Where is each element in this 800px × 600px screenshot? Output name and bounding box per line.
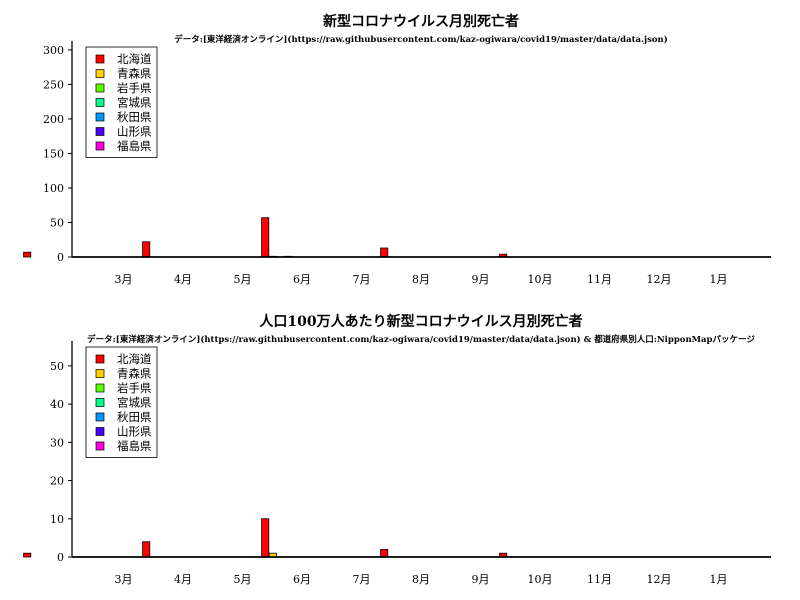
legend-label: 宮城県: [117, 396, 152, 410]
x-tick-label: 8月: [412, 273, 430, 286]
legend-label: 秋田県: [117, 110, 152, 124]
legend-swatch: [95, 412, 105, 422]
y-tick-label: 40: [50, 398, 64, 411]
legend-label: 福島県: [117, 439, 152, 453]
axes: 0 10 20 30 40 50 3月 4月 5月 6月 7月 8月 9月 10月 11月 12月 1月: [50, 341, 771, 586]
legend-swatch: [95, 112, 105, 122]
y-tick-label: 0: [57, 551, 64, 564]
y-tick-label: 0: [57, 251, 64, 264]
x-tick-label: 12月: [647, 573, 672, 586]
x-tick-label: 4月: [174, 573, 192, 586]
chart-title: 人口100万人あたり新型コロナウイルス月別死亡者: [259, 313, 582, 330]
x-tick-label: 9月: [472, 573, 490, 586]
y-tick-label: 20: [50, 475, 64, 488]
x-tick-label: 8月: [412, 573, 430, 586]
y-tick-label: 150: [43, 147, 64, 160]
legend-swatch: [95, 54, 105, 64]
legend-label: 山形県: [117, 425, 152, 439]
legend-swatch: [95, 383, 105, 393]
bar-group: [23, 217, 508, 258]
legend-swatch: [95, 127, 105, 136]
legend-swatch: [95, 441, 105, 451]
bar-北海道-2月: [23, 251, 32, 258]
x-tick-label: 10月: [528, 573, 553, 586]
chart-title: 新型コロナウイルス月別死亡者: [323, 13, 519, 30]
per-million-deaths-chart: 人口100万人あたり新型コロナウイルス月別死亡者 データ:[東洋経済オンライン]…: [23, 313, 771, 586]
legend-label: 岩手県: [117, 381, 152, 395]
bar-北海道-8月: [380, 247, 389, 258]
legend-label: 青森県: [117, 367, 152, 381]
bar-group: [23, 518, 508, 558]
y-tick-label: 30: [50, 436, 64, 449]
y-tick-label: 300: [43, 44, 64, 57]
x-tick-label: 3月: [115, 573, 133, 586]
x-tick-label: 6月: [293, 273, 311, 286]
x-tick-label: 12月: [647, 273, 672, 286]
legend-label: 青森県: [117, 67, 152, 81]
legend-label: 秋田県: [117, 410, 152, 424]
x-tick-label: 3月: [115, 273, 133, 286]
legend-swatch: [95, 98, 105, 107]
legend-swatch: [95, 141, 105, 151]
chart-subtitle: データ:[東洋経済オンライン](https://raw.githubuserco…: [87, 334, 755, 345]
x-tick-label: 1月: [710, 273, 728, 286]
legend-label: 山形県: [117, 125, 152, 139]
bar-北海道-4月: [142, 541, 151, 558]
legend-swatch: [95, 354, 105, 364]
legend-label: 岩手県: [117, 81, 152, 95]
legend-label: 福島県: [117, 139, 152, 153]
x-tick-label: 5月: [234, 573, 252, 586]
y-tick-label: 50: [50, 216, 64, 229]
legend-label: 宮城県: [117, 96, 152, 110]
y-tick-label: 10: [50, 513, 64, 526]
legend-label: 北海道: [117, 52, 152, 66]
x-tick-label: 4月: [174, 273, 192, 286]
x-tick-label: 7月: [353, 573, 371, 586]
x-tick-label: 6月: [293, 573, 311, 586]
y-tick-label: 200: [43, 113, 64, 126]
x-tick-label: 11月: [587, 573, 612, 586]
y-tick-label: 100: [43, 182, 64, 195]
x-tick-label: 1月: [710, 573, 728, 586]
x-tick-label: 5月: [234, 273, 252, 286]
chart-subtitle: データ:[東洋経済オンライン](https://raw.githubuserco…: [174, 34, 668, 45]
x-tick-label: 10月: [528, 273, 553, 286]
legend-swatch: [95, 69, 105, 78]
x-tick-label: 9月: [472, 273, 490, 286]
bar-北海道-6月: [261, 518, 270, 558]
x-tick-label: 11月: [587, 273, 612, 286]
legend-swatch: [95, 83, 105, 93]
axes: 0 50 100 150 200 250 300 3月 4月 5月 6月 7月 8月 9月 10月 11月 12…: [43, 41, 771, 286]
bar-北海道-2月: [23, 552, 32, 558]
legend-label: 北海道: [117, 352, 152, 366]
legend-swatch: [95, 427, 105, 436]
x-tick-label: 7月: [353, 273, 371, 286]
legend-swatch: [95, 398, 105, 407]
legend-swatch: [95, 369, 105, 378]
y-tick-label: 50: [50, 360, 64, 373]
bar-北海道-8月: [380, 548, 389, 558]
y-tick-label: 250: [43, 78, 64, 91]
monthly-deaths-chart: 新型コロナウイルス月別死亡者 データ:[東洋経済オンライン](https://r…: [23, 13, 771, 286]
bar-北海道-4月: [142, 241, 151, 258]
bar-北海道-6月: [261, 217, 270, 258]
